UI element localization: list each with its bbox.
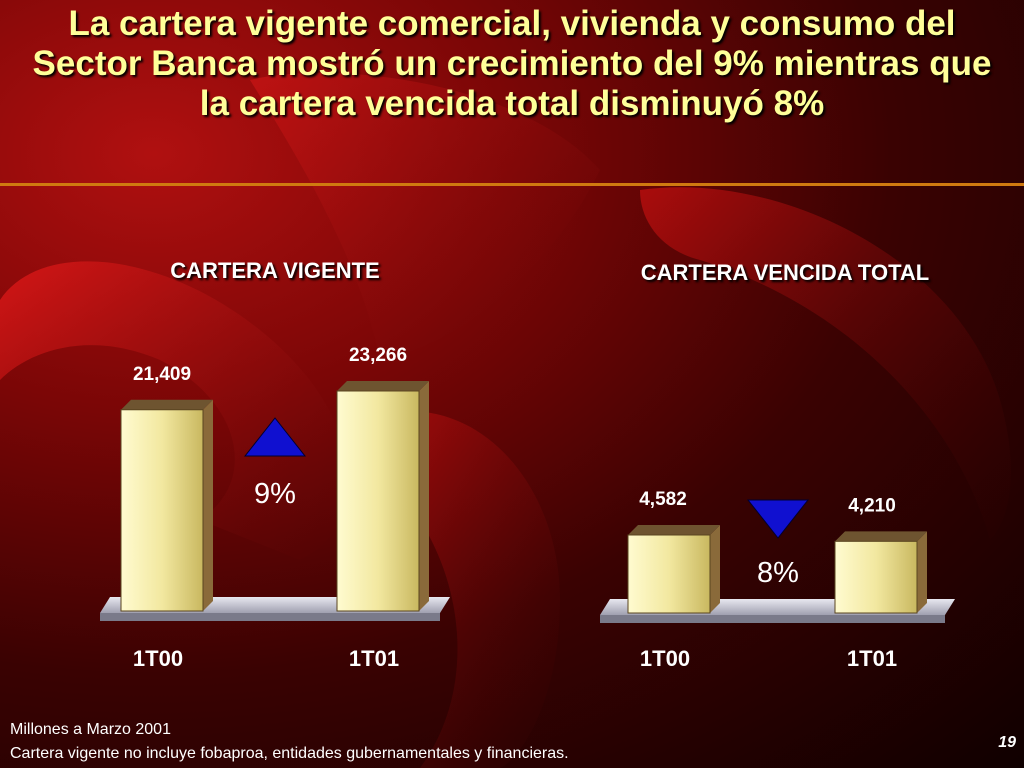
bar (120, 409, 204, 612)
data-label: 23,266 (349, 345, 407, 366)
data-label: 21,409 (133, 364, 191, 385)
change-label: 9% (254, 478, 296, 510)
category-label: 1T01 (847, 646, 897, 671)
bar-side (917, 531, 927, 613)
page-number: 19 (998, 734, 1016, 751)
category-label: 1T01 (349, 646, 399, 671)
chart-title-cartera-vencida: CARTERA VENCIDA TOTAL (640, 260, 930, 285)
category-label: 1T00 (133, 646, 183, 671)
footnote-units: Millones a Marzo 2001 (10, 721, 171, 738)
bar-side (203, 399, 213, 611)
bar-top (121, 399, 213, 410)
change-label: 8% (757, 557, 799, 589)
bar-top (628, 525, 720, 535)
data-label: 4,210 (848, 495, 896, 516)
title-divider (0, 183, 1024, 186)
slide-title: La cartera vigente comercial, vivienda y… (32, 4, 992, 123)
chart-floor-edge (100, 613, 440, 621)
bar (834, 540, 918, 614)
bar-top (337, 381, 429, 391)
bar (627, 534, 711, 614)
triangle-up-icon (243, 417, 307, 457)
bar-side (419, 381, 429, 611)
chart-title-cartera-vigente: CARTERA VIGENTE (170, 258, 380, 283)
footnote-scope: Cartera vigente no incluye fobaproa, ent… (10, 745, 569, 762)
bar (336, 390, 420, 612)
triangle-down-icon (746, 499, 810, 539)
chart-floor-edge (600, 615, 945, 623)
bar-top (835, 531, 927, 542)
bar-side (710, 525, 720, 613)
data-label: 4,582 (639, 489, 687, 510)
category-label: 1T00 (640, 646, 690, 671)
